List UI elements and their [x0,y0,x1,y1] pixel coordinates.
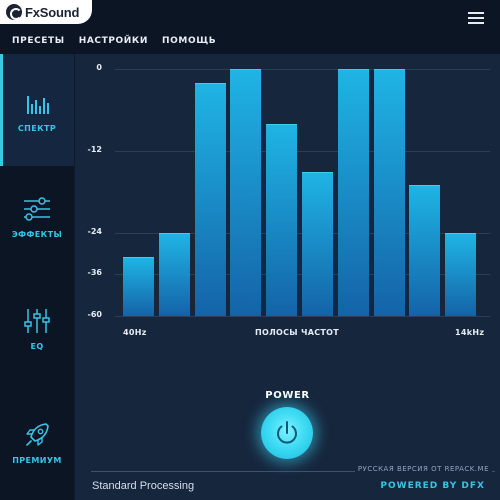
menu-item-help[interactable]: ПОМОЩЬ [162,36,217,46]
sidebar-item-spectrum[interactable]: СПЕКТР [0,54,74,166]
sidebar-item-eq[interactable]: EQ [0,306,74,366]
x-axis-title: ПОЛОСЫ ЧАСТОТ [255,328,340,337]
eq-icon [24,309,50,333]
spectrum-bar [445,233,477,316]
app-logo-text: FxSound [25,4,80,20]
sidebar: СПЕКТР ЭФФЕКТЫ EQ [0,54,74,500]
y-tick-label: -60 [87,310,102,319]
hamburger-menu-icon[interactable] [468,12,484,24]
grid-line [115,69,490,70]
spectrum-icon [27,96,49,114]
active-indicator [0,54,3,166]
title-bar: FxSound [0,0,500,28]
spectrum-bar [409,185,441,316]
powered-by-text: POWERED BY DFX [380,481,485,491]
sidebar-item-label: EQ [30,342,44,351]
watermark-text: РУССКАЯ ВЕРСИЯ ОТ REPACK.ME [354,465,492,473]
fxsound-logo-icon [6,4,22,20]
grid-line [115,151,490,152]
x-axis-end-label: 14kHz [455,328,485,337]
spectrum-bar [230,69,262,316]
y-tick-label: -24 [87,227,102,236]
sidebar-item-label: ПРЕМИУМ [12,456,62,465]
rocket-icon [26,423,49,446]
y-tick-label: -36 [87,268,102,277]
power-icon [277,421,297,444]
spectrum-bar [302,171,333,316]
footer-divider [91,471,495,472]
sliders-icon [24,197,50,221]
sidebar-item-premium[interactable]: ПРЕМИУМ [0,420,74,480]
power-label: POWER [265,390,310,401]
y-tick-label: 0 [96,63,102,72]
sidebar-item-label: ЭФФЕКТЫ [11,230,63,239]
grid-line [115,316,490,317]
spectrum-bar [123,256,154,316]
x-axis-start-label: 40Hz [123,328,147,337]
main-panel: 40Hz ПОЛОСЫ ЧАСТОТ 14kHz 0 -12 -24 -36 -60 P… [75,54,500,500]
menu-item-settings[interactable]: НАСТРОЙКИ [78,36,149,46]
sidebar-item-label: СПЕКТР [17,124,57,133]
spectrum-bar [337,69,369,316]
y-tick-label: -12 [87,145,102,154]
menu-bar: ПРЕСЕТЫ НАСТРОЙКИ ПОМОЩЬ [0,28,500,54]
spectrum-bar [194,82,226,316]
spectrum-bar [266,123,298,316]
power-button[interactable] [261,407,313,459]
status-text: Standard Processing [92,480,195,492]
spectrum-bar [158,233,190,316]
app-logo: FxSound [0,0,92,24]
spectrum-chart: 40Hz ПОЛОСЫ ЧАСТОТ 14kHz 0 -12 -24 -36 -60 [75,54,500,354]
sidebar-item-effects[interactable]: ЭФФЕКТЫ [0,194,74,254]
menu-item-presets[interactable]: ПРЕСЕТЫ [12,36,65,46]
spectrum-bar [373,69,405,316]
